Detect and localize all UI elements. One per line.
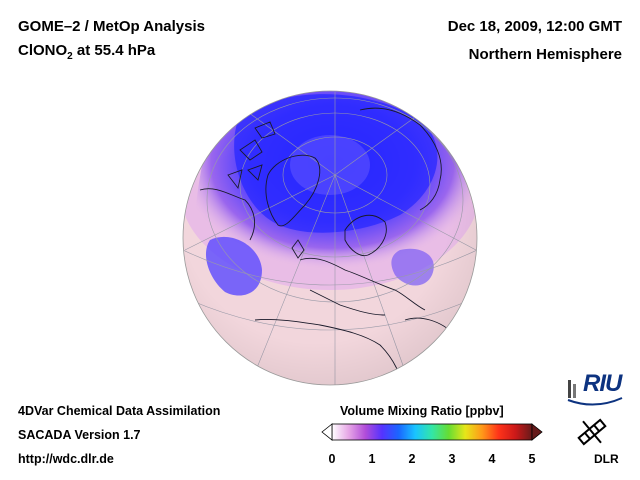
colorbar-tick-label: 1 (368, 452, 376, 466)
riu-logo-text: RIU (583, 370, 622, 397)
pressure-level: at 55.4 hPa (72, 42, 156, 59)
region-label: Northern Hemisphere (468, 46, 622, 63)
riu-logo-icon (567, 380, 623, 406)
dlr-logo-icon (577, 418, 607, 446)
version-label: SACADA Version 1.7 (18, 428, 141, 442)
species-title: ClONO2 at 55.4 hPa (18, 42, 155, 62)
url-label: http://wdc.dlr.de (18, 452, 114, 466)
colorbar-tick-label: 4 (488, 452, 496, 466)
globe-outline (182, 90, 478, 386)
method-label: 4DVar Chemical Data Assimilation (18, 404, 221, 418)
colorbar-title: Volume Mixing Ratio [ppbv] (340, 404, 504, 418)
species-subscript: 2 (67, 51, 73, 62)
colorbar-tick-label: 5 (528, 452, 536, 466)
colorbar-tick-label: 0 (328, 452, 336, 466)
colorbar-max-arrow (531, 423, 543, 441)
colorbar-tick-label: 3 (448, 452, 456, 466)
date-time: Dec 18, 2009, 12:00 GMT (447, 18, 622, 35)
colorbar-tick-label: 2 (408, 452, 416, 466)
dlr-logo-text: DLR (594, 452, 619, 466)
colorbar-gradient (331, 423, 533, 441)
colorbar (321, 423, 543, 441)
page-title: GOME–2 / MetOp Analysis (18, 18, 205, 35)
colorbar-min-arrow (321, 423, 333, 441)
species-name: ClONO (18, 42, 68, 59)
